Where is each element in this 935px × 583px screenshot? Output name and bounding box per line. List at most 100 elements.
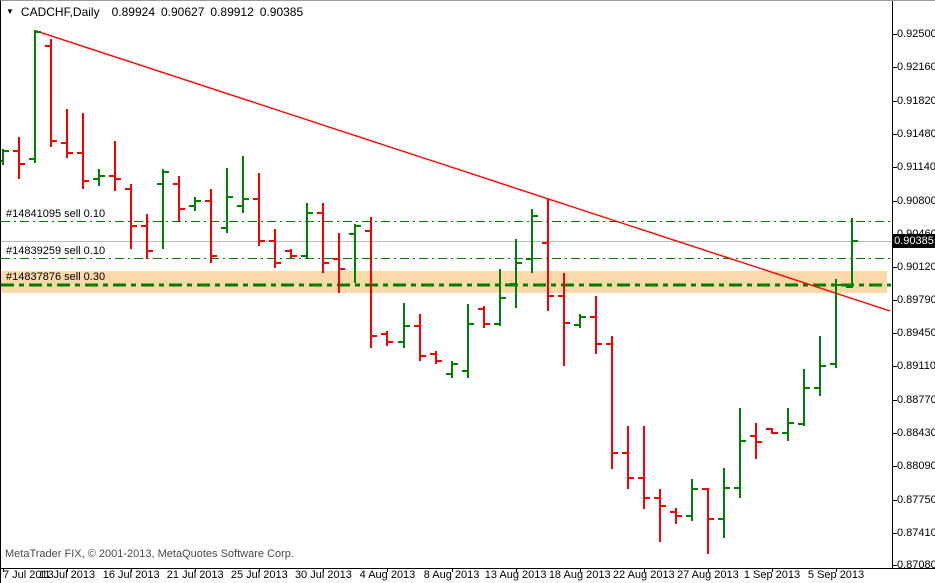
price-axis-label: 0.88430 <box>897 427 935 440</box>
time-axis-label: 7 Jul 2013 <box>3 569 54 581</box>
ohlc-bar <box>478 306 490 328</box>
symbol-period-label: CADCHF,Daily <box>20 5 100 19</box>
ohlc-bar <box>494 269 506 326</box>
ohlc-bar <box>766 428 778 434</box>
ohlc-bar <box>157 169 169 249</box>
chart-title: ▼ CADCHF,Daily 0.89924 0.90627 0.89912 0… <box>6 5 309 19</box>
ohlc-bar <box>221 168 233 233</box>
ohlc-bar <box>29 30 41 163</box>
ohlc-bar <box>173 176 185 221</box>
ohlc-bar <box>398 303 410 348</box>
ohlc-bar <box>253 173 265 246</box>
order-label-1[interactable]: #14841095 sell 0.10 <box>6 207 106 220</box>
ohlc-bar <box>670 508 682 524</box>
ohlc-bar <box>590 296 602 354</box>
ohlc-bar <box>269 229 281 268</box>
ohlc-bar <box>638 426 650 509</box>
ohlc-bar <box>205 189 217 263</box>
ohlc-bar <box>414 314 426 361</box>
ohlc-bar <box>654 489 666 542</box>
time-axis-label: 5 Sep 2013 <box>807 569 865 581</box>
ohlc-bar <box>93 169 105 186</box>
price-axis-label: 0.91820 <box>897 94 935 107</box>
order-label-3[interactable]: #14837876 sell 0.30 <box>6 270 106 283</box>
ohlc-bar <box>510 239 522 308</box>
ohlc-bar <box>77 113 89 189</box>
ohlc-bar <box>734 408 746 498</box>
highlight-band <box>1 270 887 294</box>
time-axis-label: 22 Aug 2013 <box>612 569 675 581</box>
ohlc-bar <box>542 199 554 311</box>
time-axis-label: 25 Jul 2013 <box>230 569 288 581</box>
price-axis-label: 0.87410 <box>897 527 935 540</box>
ohlc-bar <box>365 217 377 348</box>
ohlc-bar <box>430 351 442 364</box>
price-axis-label: 0.92160 <box>897 61 935 74</box>
price-axis-label: 0.91480 <box>897 128 935 140</box>
trendline[interactable] <box>35 30 891 312</box>
ohlc-bar <box>333 233 345 293</box>
ohlc-bar <box>574 314 586 328</box>
time-axis-label: 4 Aug 2013 <box>359 569 416 581</box>
price-axis-label: 0.91140 <box>897 161 935 174</box>
ohlc-bar <box>702 488 714 554</box>
ohlc-bar <box>125 184 137 249</box>
ohlc-bar <box>622 426 634 489</box>
ohlc-bar <box>606 336 618 469</box>
bid-price-tag: 0.90385 <box>892 234 935 249</box>
ohlc-bar <box>814 336 826 396</box>
time-axis-label: 30 Jul 2013 <box>294 569 352 581</box>
ohlc-bar <box>446 361 458 378</box>
time-axis-label: 18 Aug 2013 <box>548 569 611 581</box>
price-axis-label: 0.89450 <box>897 327 935 340</box>
high-value: 0.90627 <box>161 5 205 19</box>
price-axis-label: 0.92500 <box>897 28 935 40</box>
ohlc-bar <box>237 156 249 213</box>
price-axis-label: 0.90460 <box>897 228 935 240</box>
ohlc-bar <box>462 304 474 378</box>
ohlc-bar <box>109 141 121 191</box>
price-axis-label: 0.87750 <box>897 493 935 506</box>
close-value: 0.90385 <box>259 5 304 19</box>
ohlc-bar <box>45 39 57 147</box>
time-axis-label: 27 Aug 2013 <box>676 569 739 581</box>
price-axis-label: 0.87080 <box>897 559 935 572</box>
open-value: 0.89924 <box>111 5 155 19</box>
ohlc-bar <box>830 279 842 368</box>
ohlc-bar <box>349 224 361 283</box>
ohlc-bar <box>526 209 538 273</box>
ohlc-bar <box>301 203 313 259</box>
collapse-arrow-icon[interactable]: ▼ <box>6 7 14 16</box>
price-axis-label: 0.90120 <box>897 261 935 274</box>
ohlc-bar <box>381 331 393 346</box>
time-axis-label: 16 Jul 2013 <box>102 569 160 581</box>
time-axis-label: 21 Jul 2013 <box>166 569 224 581</box>
ohlc-bar <box>750 423 762 459</box>
copyright-text: MetaTrader FIX, © 2001-2013, MetaQuotes … <box>5 548 294 560</box>
ohlc-bar <box>846 218 858 288</box>
time-axis-label: 13 Aug 2013 <box>484 569 547 581</box>
price-axis-label: 0.90800 <box>897 194 935 207</box>
price-axis-label: 0.89110 <box>897 360 935 373</box>
ohlc-bar <box>13 137 25 179</box>
ohlc-bar <box>317 203 329 273</box>
ohlc-bar <box>189 197 201 211</box>
ohlc-bar <box>61 109 73 158</box>
ohlc-bar <box>782 408 794 441</box>
price-axis-label: 0.89790 <box>897 293 935 306</box>
ohlc-bar <box>1 149 9 165</box>
time-axis-label: 11 Jul 2013 <box>39 569 96 581</box>
ohlc-bar <box>718 468 730 538</box>
low-value: 0.89912 <box>210 5 254 19</box>
ohlc-bar <box>686 479 698 521</box>
time-axis-label: 1 Sep 2013 <box>743 569 801 581</box>
ohlc-bar <box>285 249 297 258</box>
ohlc-bar <box>558 273 570 366</box>
ohlc-bar <box>798 369 810 426</box>
price-axis-label: 0.88090 <box>897 460 935 473</box>
order-label-2[interactable]: #14839259 sell 0.10 <box>6 244 106 257</box>
ohlc-bar <box>141 214 153 259</box>
time-axis-label: 8 Aug 2013 <box>423 569 480 581</box>
